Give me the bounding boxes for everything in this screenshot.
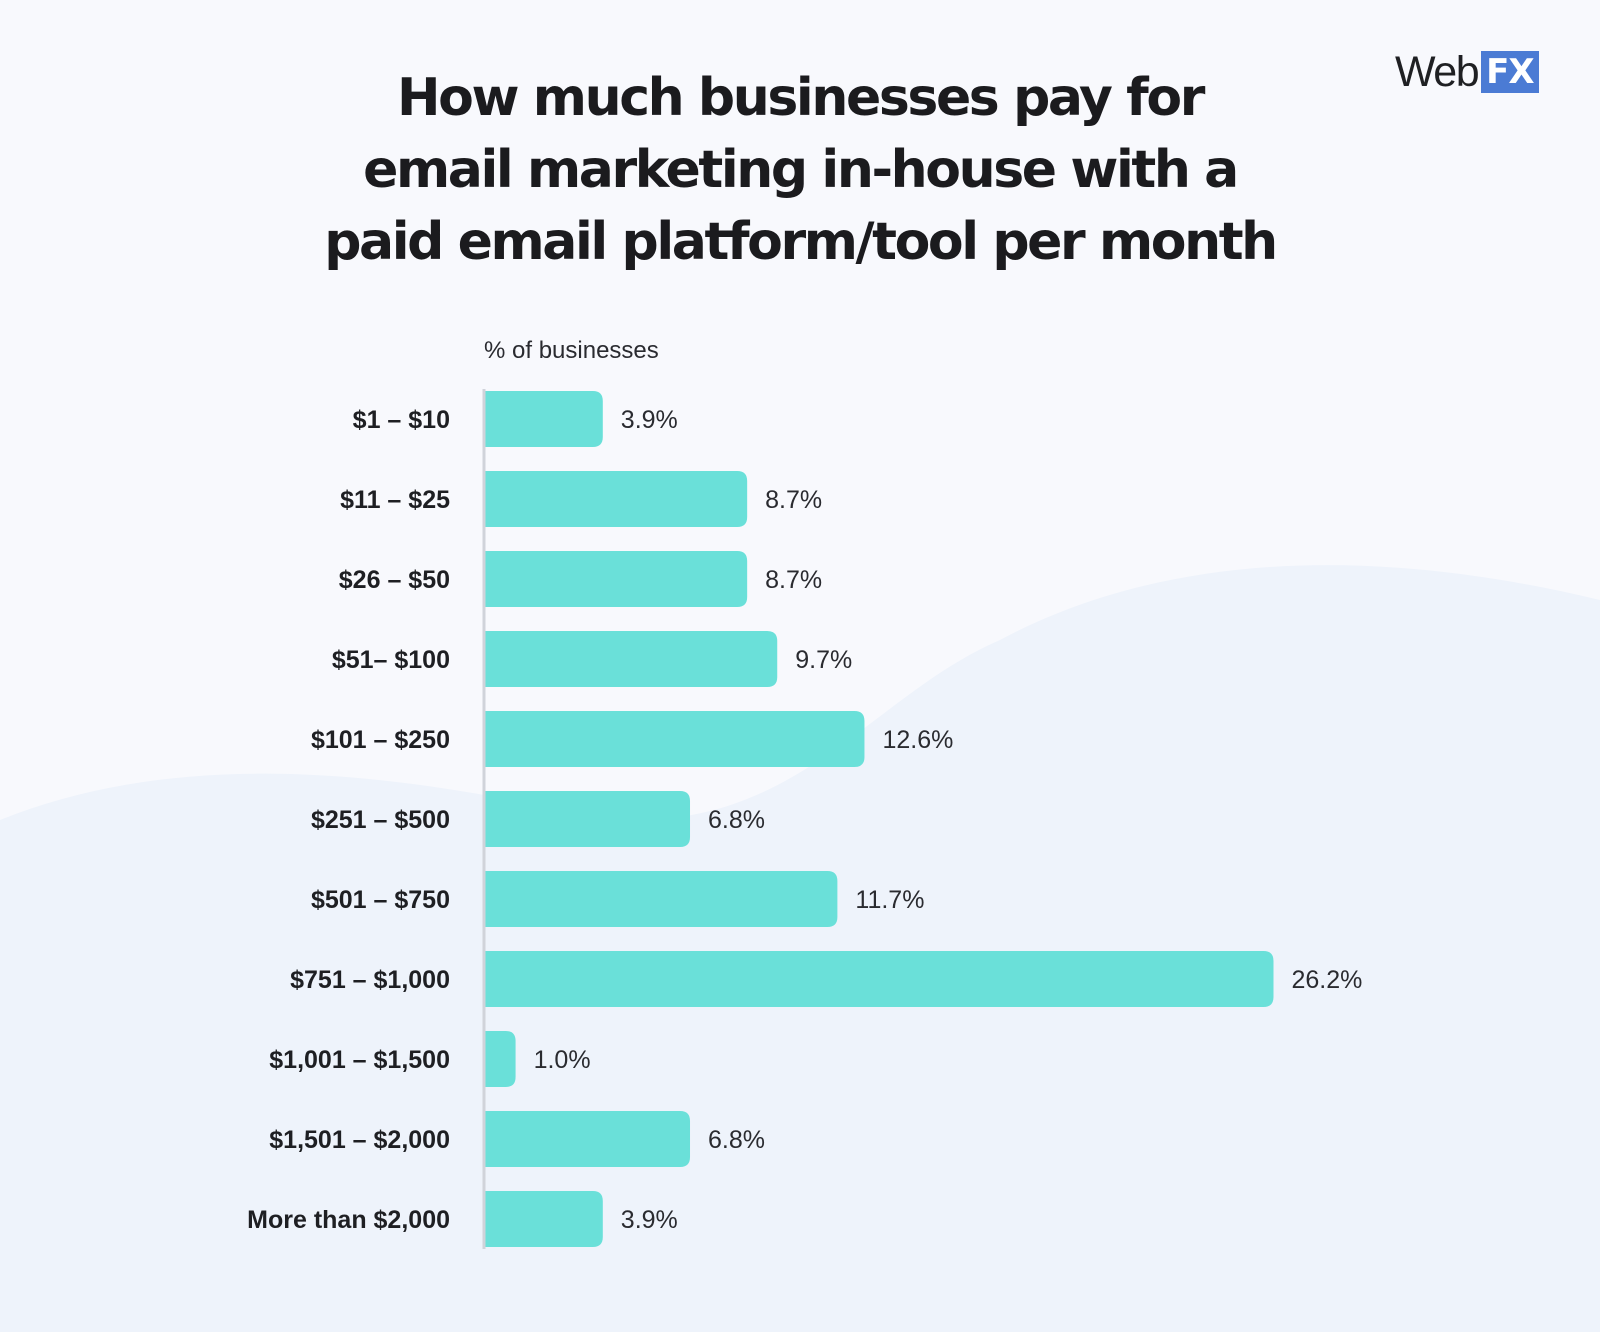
bar-value-label: 11.7% bbox=[855, 886, 924, 914]
category-label: $751 – $1,000 bbox=[290, 966, 450, 994]
category-label: $251 – $500 bbox=[311, 806, 450, 834]
bar-value-label: 12.6% bbox=[882, 726, 953, 754]
bar-value-label: 3.9% bbox=[621, 406, 678, 434]
category-label: $11 – $25 bbox=[340, 486, 450, 514]
category-label: $51– $100 bbox=[332, 646, 450, 674]
category-label: $26 – $50 bbox=[339, 566, 450, 594]
bar-value-label: 6.8% bbox=[708, 1126, 765, 1154]
bar-value-label: 8.7% bbox=[765, 566, 822, 594]
bar-value-label: 8.7% bbox=[765, 486, 822, 514]
bar-value-label: 1.0% bbox=[534, 1046, 591, 1074]
logo-wordmark: Web bbox=[1395, 48, 1480, 96]
bar bbox=[485, 871, 838, 927]
bar-value-label: 26.2% bbox=[1292, 966, 1363, 994]
category-label: $1 – $10 bbox=[353, 406, 450, 434]
bar bbox=[485, 791, 691, 847]
bar-value-label: 3.9% bbox=[621, 1206, 678, 1234]
bar bbox=[485, 471, 748, 527]
webfx-logo: Web FX bbox=[1395, 50, 1539, 94]
category-label: $1,001 – $1,500 bbox=[269, 1046, 450, 1074]
bar-value-label: 9.7% bbox=[795, 646, 852, 674]
bar bbox=[485, 1111, 691, 1167]
category-label: $501 – $750 bbox=[311, 886, 450, 914]
category-label: $101 – $250 bbox=[311, 726, 450, 754]
chart-title-line: paid email platform/tool per month bbox=[324, 212, 1278, 272]
bar bbox=[485, 951, 1274, 1007]
bar bbox=[485, 551, 748, 607]
bar bbox=[485, 1191, 603, 1247]
category-label: $1,501 – $2,000 bbox=[269, 1126, 450, 1154]
bar-value-label: 6.8% bbox=[708, 806, 765, 834]
chart-title-line: How much businesses pay for bbox=[397, 68, 1205, 128]
bar bbox=[485, 631, 778, 687]
chart-title-line: email marketing in-house with a bbox=[363, 140, 1239, 200]
bar bbox=[485, 711, 865, 767]
bar bbox=[485, 391, 603, 447]
category-label: More than $2,000 bbox=[247, 1206, 450, 1234]
logo-fx-badge: FX bbox=[1481, 51, 1539, 93]
axis-label: % of businesses bbox=[484, 337, 659, 364]
bar bbox=[485, 1031, 516, 1087]
chart-title: How much businesses pay for email market… bbox=[260, 62, 1340, 278]
